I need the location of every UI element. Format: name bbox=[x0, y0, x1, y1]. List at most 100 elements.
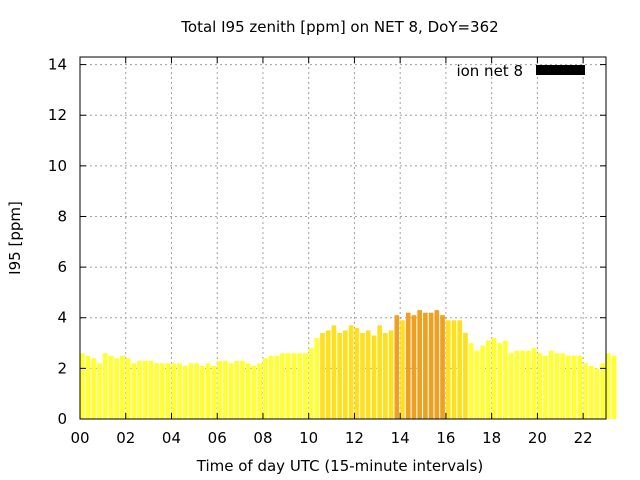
bar bbox=[474, 350, 480, 419]
bar bbox=[320, 332, 325, 419]
x-tick-label: 00 bbox=[70, 429, 89, 447]
legend: ion net 8 bbox=[456, 62, 585, 80]
bar bbox=[188, 363, 194, 419]
bar bbox=[325, 330, 331, 419]
bar bbox=[600, 363, 605, 419]
bar bbox=[97, 363, 102, 419]
bar bbox=[457, 320, 463, 419]
bar bbox=[108, 355, 114, 419]
bar bbox=[280, 353, 285, 419]
plot-frame bbox=[79, 56, 607, 420]
bar bbox=[251, 365, 257, 419]
bar bbox=[594, 368, 600, 419]
y-tick-label: 4 bbox=[57, 309, 67, 327]
bar bbox=[497, 343, 503, 419]
legend-label: ion net 8 bbox=[456, 62, 523, 80]
x-tick-label: 12 bbox=[345, 429, 364, 447]
bar bbox=[291, 353, 297, 419]
y-axis-label: I95 [ppm] bbox=[6, 201, 24, 275]
bar bbox=[142, 360, 148, 419]
bar bbox=[240, 360, 245, 419]
bar bbox=[583, 363, 588, 419]
bar bbox=[148, 360, 154, 419]
bar bbox=[405, 312, 411, 419]
y-tick-label: 14 bbox=[48, 56, 67, 74]
bar bbox=[314, 337, 320, 419]
bars bbox=[80, 310, 617, 419]
bar bbox=[348, 325, 354, 419]
bar bbox=[537, 353, 543, 419]
bar bbox=[394, 315, 400, 419]
y-tick-label: 6 bbox=[57, 258, 67, 276]
bar bbox=[548, 350, 554, 419]
bar bbox=[337, 332, 342, 419]
bar bbox=[531, 348, 537, 419]
bar bbox=[577, 355, 583, 419]
bar bbox=[451, 320, 457, 419]
x-tick-label: 04 bbox=[162, 429, 181, 447]
bar bbox=[160, 363, 165, 419]
bar bbox=[102, 353, 108, 419]
bar bbox=[463, 332, 468, 419]
bar bbox=[205, 363, 211, 419]
bar bbox=[228, 363, 234, 419]
bar bbox=[114, 358, 119, 419]
chart-title: Total I95 zenith [ppm] on NET 8, DoY=362 bbox=[180, 18, 498, 36]
bar bbox=[154, 363, 160, 419]
bar bbox=[423, 312, 428, 419]
bar bbox=[525, 350, 531, 419]
bar bbox=[388, 330, 394, 419]
bar bbox=[268, 355, 274, 419]
bar bbox=[182, 365, 188, 419]
bar bbox=[331, 325, 337, 419]
bar bbox=[80, 353, 85, 419]
bar bbox=[565, 355, 571, 419]
bar bbox=[120, 355, 125, 419]
bar bbox=[177, 363, 182, 419]
bar bbox=[354, 327, 360, 419]
x-tick-label: 06 bbox=[208, 429, 227, 447]
bar bbox=[377, 325, 382, 419]
bar bbox=[194, 363, 200, 419]
bar bbox=[91, 358, 97, 419]
bar bbox=[428, 312, 434, 419]
x-tick-label: 14 bbox=[391, 429, 410, 447]
bar bbox=[434, 310, 440, 419]
bar bbox=[365, 330, 371, 419]
bar bbox=[343, 330, 348, 419]
bar bbox=[85, 355, 91, 419]
bar bbox=[503, 340, 508, 419]
bar bbox=[417, 310, 423, 419]
bar bbox=[360, 332, 365, 419]
bar bbox=[383, 332, 388, 419]
bar bbox=[217, 360, 222, 419]
bar bbox=[125, 358, 131, 419]
bar bbox=[571, 355, 577, 419]
x-tick-label: 20 bbox=[528, 429, 547, 447]
bar bbox=[137, 360, 142, 419]
bar bbox=[234, 360, 240, 419]
x-axis-label: Time of day UTC (15-minute intervals) bbox=[196, 457, 483, 475]
y-tick-label: 8 bbox=[57, 207, 67, 225]
bar bbox=[611, 355, 617, 419]
bar bbox=[165, 363, 171, 419]
bar bbox=[468, 343, 474, 419]
x-tick-label: 08 bbox=[253, 429, 272, 447]
bar bbox=[308, 348, 314, 419]
legend-swatch bbox=[536, 65, 585, 75]
bar bbox=[508, 353, 514, 419]
y-tick-labels: 0 2 4 6 8 10 12 14 bbox=[48, 56, 67, 428]
y-tick-label: 2 bbox=[57, 359, 67, 377]
bar bbox=[211, 365, 217, 419]
bar bbox=[262, 358, 268, 419]
bar bbox=[302, 353, 308, 419]
ticks bbox=[79, 57, 606, 420]
bar bbox=[520, 350, 525, 419]
bar bbox=[171, 363, 177, 419]
bar bbox=[440, 315, 445, 419]
bar bbox=[131, 363, 137, 419]
bar bbox=[411, 315, 417, 419]
bar bbox=[274, 355, 280, 419]
bar bbox=[491, 337, 497, 419]
y-tick-label: 0 bbox=[57, 410, 67, 428]
